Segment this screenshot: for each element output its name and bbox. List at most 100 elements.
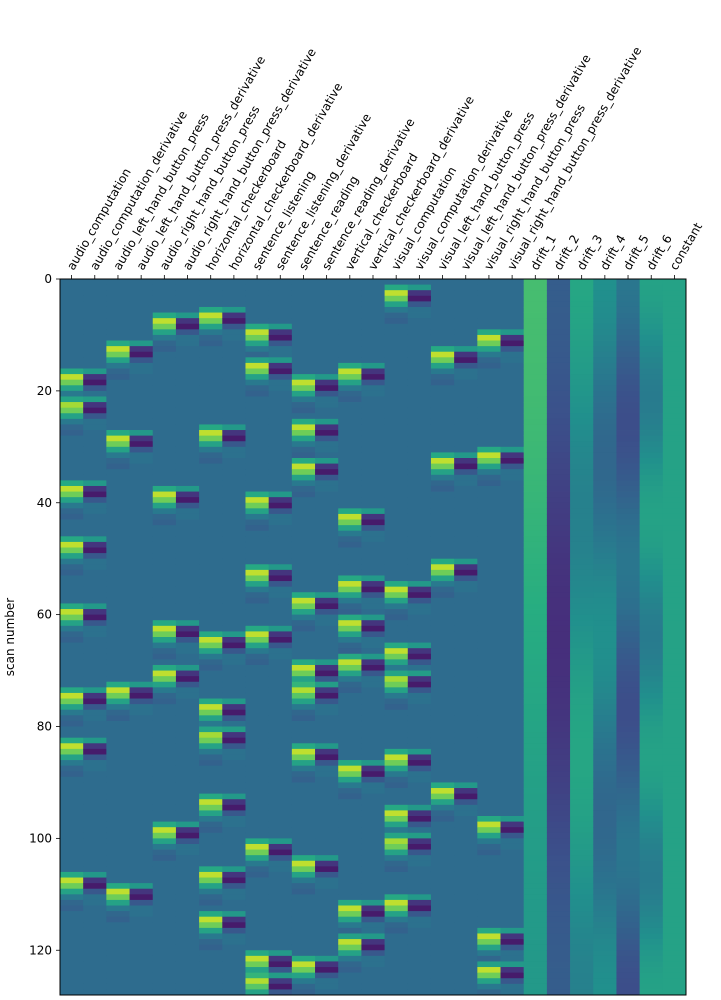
heatmap-cell	[199, 508, 223, 515]
heatmap-cell	[338, 905, 362, 912]
heatmap-cell	[616, 569, 641, 576]
heatmap-cell	[593, 446, 617, 453]
heatmap-cell	[338, 664, 362, 671]
heatmap-cell	[639, 430, 664, 437]
heatmap-cell	[384, 849, 409, 856]
heatmap-cell	[546, 961, 571, 968]
heatmap-cell	[245, 312, 270, 319]
heatmap-cell	[407, 279, 432, 285]
heatmap-cell	[570, 771, 594, 778]
heatmap-cell	[222, 558, 246, 565]
heatmap-cell	[60, 933, 84, 940]
heatmap-cell	[83, 732, 107, 739]
heatmap-cell	[454, 614, 478, 621]
heatmap-cell	[593, 301, 617, 308]
heatmap-cell	[639, 961, 664, 968]
heatmap-cell	[83, 670, 107, 677]
heatmap-cell	[291, 816, 316, 822]
heatmap-cell	[291, 832, 316, 839]
heatmap-cell	[477, 659, 501, 666]
heatmap-cell	[477, 709, 501, 716]
heatmap-cell	[291, 642, 316, 649]
heatmap-cell	[268, 530, 293, 537]
heatmap-cell	[500, 430, 525, 437]
heatmap-cell	[570, 357, 594, 364]
heatmap-cell	[106, 323, 130, 330]
heatmap-cell	[245, 351, 270, 358]
heatmap-cell	[199, 625, 223, 632]
heatmap-cell	[291, 513, 316, 520]
heatmap-cell	[430, 581, 455, 588]
heatmap-cell	[83, 413, 107, 420]
heatmap-cell	[430, 385, 455, 392]
heatmap-cell	[430, 687, 455, 694]
heatmap-cell	[175, 631, 200, 638]
heatmap-cell	[175, 368, 200, 375]
heatmap-cell	[222, 418, 246, 425]
heatmap-cell	[639, 726, 664, 733]
heatmap-cell	[315, 883, 339, 890]
heatmap-cell	[454, 642, 478, 649]
heatmap-cell	[245, 849, 270, 856]
heatmap-cell	[222, 346, 246, 353]
heatmap-cell	[593, 334, 617, 341]
heatmap-cell	[268, 541, 293, 548]
heatmap-cell	[268, 776, 293, 783]
heatmap-cell	[523, 334, 548, 341]
heatmap-cell	[361, 368, 385, 375]
heatmap-cell	[384, 396, 409, 403]
heatmap-cell	[83, 480, 107, 487]
heatmap-cell	[523, 804, 548, 811]
heatmap-cell	[361, 821, 385, 828]
heatmap-cell	[129, 737, 154, 744]
heatmap-cell	[616, 502, 641, 509]
heatmap-cell	[268, 430, 293, 437]
heatmap-cell	[570, 877, 594, 884]
heatmap-cell	[152, 771, 177, 778]
heatmap-cell	[662, 402, 687, 409]
heatmap-cell	[245, 441, 270, 448]
heatmap-cell	[268, 737, 293, 744]
heatmap-cell	[384, 911, 409, 918]
heatmap-cell	[199, 458, 223, 464]
heatmap-cell	[593, 793, 617, 800]
heatmap-cell	[454, 474, 478, 481]
heatmap-cell	[430, 659, 455, 666]
heatmap-cell	[152, 306, 177, 313]
heatmap-cell	[83, 860, 107, 867]
heatmap-cell	[83, 967, 107, 974]
heatmap-cell	[152, 821, 177, 828]
heatmap-cell	[199, 743, 223, 750]
heatmap-cell	[384, 306, 409, 313]
heatmap-cell	[662, 620, 687, 627]
heatmap-cell	[384, 955, 409, 962]
heatmap-cell	[129, 547, 154, 554]
heatmap-cell	[384, 664, 409, 671]
heatmap-cell	[500, 877, 525, 884]
heatmap-cell	[407, 346, 432, 353]
heatmap-cell	[338, 978, 362, 985]
heatmap-cell	[477, 497, 501, 504]
heatmap-cell	[175, 726, 200, 733]
heatmap-cell	[222, 491, 246, 498]
heatmap-cell	[570, 765, 594, 772]
heatmap-cell	[106, 922, 130, 929]
heatmap-cell	[570, 441, 594, 448]
heatmap-cell	[222, 888, 246, 895]
heatmap-cell	[662, 575, 687, 582]
heatmap-cell	[662, 301, 687, 308]
heatmap-cell	[430, 558, 455, 565]
heatmap-cell	[222, 939, 246, 946]
heatmap-cell	[152, 939, 177, 946]
heatmap-cell	[199, 967, 223, 974]
heatmap-cell	[454, 911, 478, 918]
heatmap-cell	[616, 905, 641, 912]
heatmap-cell	[384, 435, 409, 442]
heatmap-cell	[106, 513, 130, 520]
heatmap-cell	[222, 497, 246, 504]
heatmap-cell	[430, 469, 455, 476]
heatmap-cell	[83, 491, 107, 498]
heatmap-cell	[315, 799, 339, 806]
heatmap-cell	[477, 883, 501, 890]
heatmap-cell	[315, 704, 339, 711]
